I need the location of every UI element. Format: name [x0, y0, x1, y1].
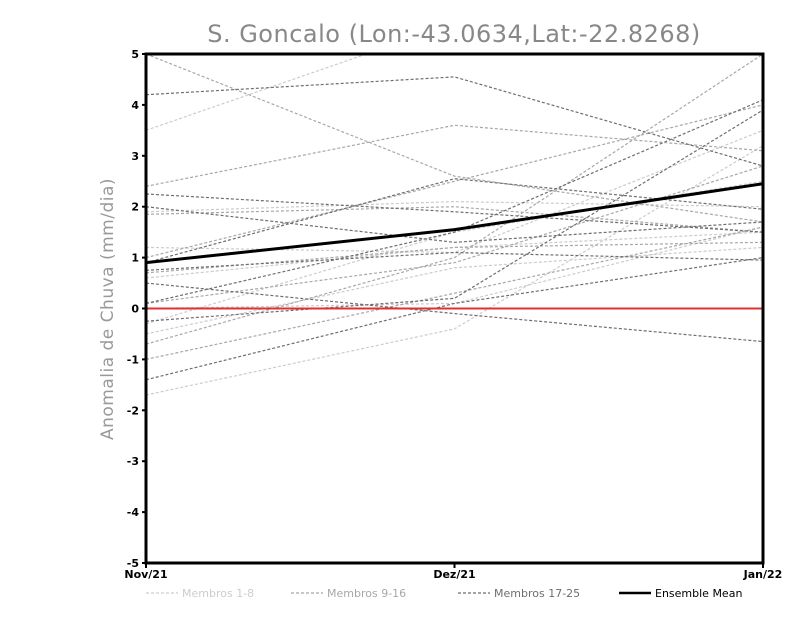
y-tick-label: 0	[131, 303, 139, 316]
member-line-14	[146, 206, 763, 233]
plot-area	[146, 54, 763, 396]
y-axis-label: Anomalia de Chuva (mm/dia)	[98, 178, 118, 440]
x-tick-label: Nov/21	[124, 568, 167, 581]
member-line-13	[146, 226, 763, 360]
member-line-11	[146, 104, 763, 259]
y-tick-label: -2	[127, 404, 139, 417]
y-tick-label: 2	[131, 201, 139, 214]
member-line-5	[146, 231, 763, 279]
legend-label-1: Membros 1-8	[182, 587, 254, 600]
x-tick-label: Jan/22	[743, 568, 783, 581]
member-line-21	[146, 99, 763, 304]
y-tick-label: -1	[127, 353, 139, 366]
y-tick-label: 1	[131, 252, 139, 265]
member-line-8	[146, 201, 763, 213]
x-tick-label: Dez/21	[433, 568, 475, 581]
member-line-9	[146, 54, 763, 223]
legend: Membros 1-8 Membros 9-16 Membros 17-25 Ense…	[146, 587, 742, 600]
y-tick-label: -4	[127, 506, 140, 519]
y-tick-label: 5	[131, 48, 139, 61]
y-tick-label: 4	[131, 99, 139, 112]
member-line-4	[146, 145, 763, 396]
legend-label-2: Membros 9-16	[327, 587, 406, 600]
member-line-2	[146, 129, 763, 254]
member-line-12	[146, 54, 763, 345]
y-tick-label: 3	[131, 150, 139, 163]
member-line-24	[146, 282, 763, 343]
member-line-3	[146, 246, 763, 335]
member-line-16	[146, 241, 763, 274]
y-tick-label: -3	[127, 455, 139, 468]
member-line-10	[146, 124, 763, 187]
axes: -5 -4 -3 -2 -1 0 1 2 3 4 5 Nov/21 Dez/21 Jan/22	[124, 48, 782, 581]
legend-label-4: Ensemble Mean	[655, 587, 742, 600]
y-tick-label: -5	[127, 557, 139, 570]
member-line-19	[146, 206, 763, 243]
member-line-17	[146, 76, 763, 167]
member-line-23	[146, 257, 763, 381]
legend-label-3: Membros 17-25	[494, 587, 580, 600]
chart-title: S. Goncalo (Lon:-43.0634,Lat:-22.8268)	[207, 20, 701, 48]
ensemble-mean-line	[146, 182, 763, 265]
member-line-6	[146, 226, 763, 310]
member-line-22	[146, 109, 763, 322]
member-line-18	[146, 193, 763, 233]
